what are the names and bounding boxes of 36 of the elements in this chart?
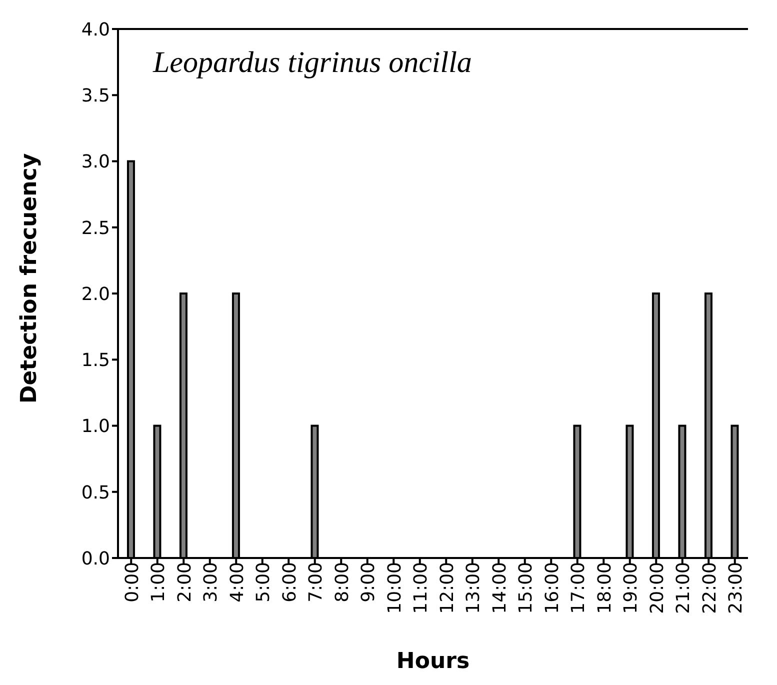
x-tick-label: 9:00 (358, 562, 380, 602)
y-axis-title: Detection frecuency (16, 153, 42, 404)
y-tick-label: 1.0 (81, 416, 110, 438)
x-tick-label: 0:00 (122, 562, 143, 602)
x-tick-label: 4:00 (226, 562, 248, 602)
x-tick-label: 16:00 (542, 562, 563, 614)
x-tick-label: 7:00 (306, 562, 327, 602)
x-tick-label: 13:00 (463, 562, 484, 614)
x-tick-label: 6:00 (279, 562, 300, 602)
x-tick-label: 12:00 (436, 562, 458, 614)
x-tick-label: 18:00 (594, 562, 616, 614)
y-tick-label: 2.5 (81, 218, 110, 239)
x-tick-label: 21:00 (673, 562, 694, 614)
y-tick-label: 3.0 (81, 152, 110, 173)
x-tick-label: 1:00 (148, 562, 170, 602)
x-tick-label: 2:00 (174, 562, 196, 602)
y-tick-label: 4.0 (81, 19, 110, 40)
y-tick-label: 1.5 (81, 350, 110, 372)
x-tick-label: 20:00 (646, 562, 668, 614)
text: Leopardus tigrinus oncilla (153, 46, 472, 80)
x-tick-label: 22:00 (699, 562, 720, 614)
x-tick-label: 3:00 (200, 562, 222, 602)
y-tick-label: 0.5 (81, 482, 110, 504)
x-tick-label: 11:00 (410, 562, 432, 614)
x-axis-title: Hours (396, 649, 470, 674)
x-tick-label: 14:00 (489, 562, 510, 614)
y-tick-label: 0.0 (81, 548, 110, 570)
x-tick-label: 23:00 (726, 562, 747, 614)
x-tick-label: 19:00 (620, 562, 642, 614)
x-tick-label: 17:00 (568, 562, 590, 614)
y-tick-label: 3.5 (81, 86, 110, 107)
x-tick-label: 5:00 (253, 562, 274, 602)
y-tick-label: 2.0 (81, 284, 110, 305)
x-tick-label: 8:00 (332, 562, 353, 602)
x-tick-label: 15:00 (516, 562, 537, 614)
x-tick-label: 10:00 (384, 562, 406, 614)
